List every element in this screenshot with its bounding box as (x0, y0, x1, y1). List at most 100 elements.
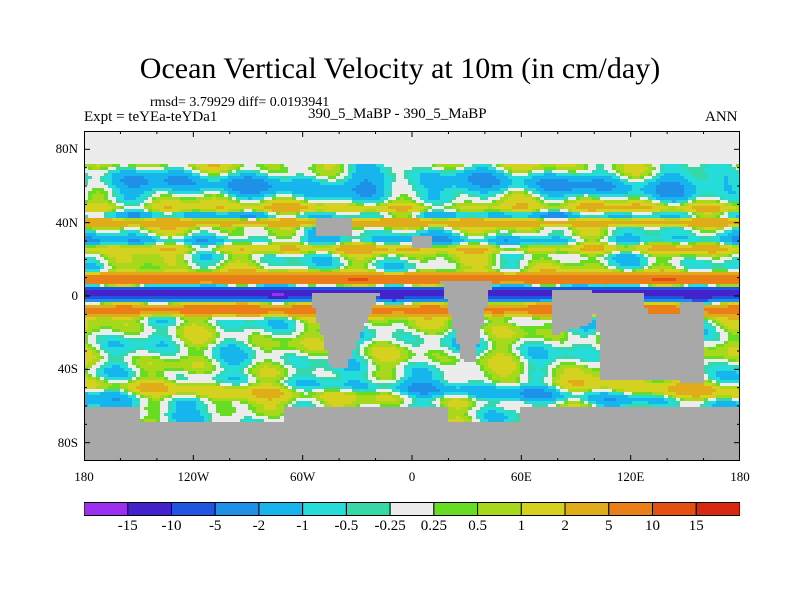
field-cell (460, 146, 465, 150)
field-cell (460, 215, 465, 219)
field-cell (616, 212, 621, 216)
field-cell (536, 197, 541, 201)
field-cell (188, 149, 193, 153)
field-cell (708, 206, 713, 210)
field-cell (124, 176, 129, 180)
field-cell (480, 167, 485, 171)
field-cell (268, 143, 273, 147)
field-cell (656, 134, 661, 138)
field-cell (592, 167, 597, 171)
field-cell (444, 155, 449, 159)
field-cell (208, 188, 213, 192)
field-cell (616, 179, 621, 183)
field-cell (704, 200, 709, 204)
field-cell (440, 170, 445, 174)
field-cell (556, 143, 561, 147)
field-cell (600, 149, 605, 153)
field-cell (640, 209, 645, 213)
field-cell (612, 215, 617, 219)
field-cell (572, 215, 577, 219)
field-cell (488, 206, 493, 210)
field-cell (232, 131, 237, 135)
field-cell (612, 140, 617, 144)
field-cell (168, 155, 173, 159)
field-cell (380, 143, 385, 147)
field-cell (308, 191, 313, 195)
field-cell (568, 191, 573, 195)
field-cell (536, 206, 541, 210)
field-cell (424, 149, 429, 153)
field-cell (400, 197, 405, 201)
field-cell (668, 194, 673, 198)
field-cell (356, 221, 361, 225)
field-cell (276, 173, 281, 177)
field-cell (112, 131, 117, 135)
field-cell (420, 197, 425, 201)
field-cell (508, 218, 513, 222)
field-cell (544, 140, 549, 144)
field-cell (648, 158, 653, 162)
field-cell (696, 206, 701, 210)
field-cell (420, 164, 425, 168)
field-cell (540, 161, 545, 165)
field-cell (476, 215, 481, 219)
field-cell (728, 155, 733, 159)
field-cell (460, 140, 465, 144)
field-cell (320, 215, 325, 219)
field-cell (224, 218, 229, 222)
field-cell (456, 200, 461, 204)
field-cell (544, 161, 549, 165)
field-cell (316, 170, 321, 174)
field-cell (520, 170, 525, 174)
field-cell (688, 215, 693, 219)
field-cell (124, 161, 129, 165)
field-cell (180, 137, 185, 141)
field-cell (180, 158, 185, 162)
field-cell (316, 164, 321, 168)
field-cell (552, 209, 557, 213)
field-cell (124, 170, 129, 174)
field-cell (404, 176, 409, 180)
field-cell (264, 179, 269, 183)
field-cell (600, 203, 605, 207)
field-cell (188, 143, 193, 147)
stats-label: rmsd= 3.79929 diff= 0.0193941 (150, 95, 330, 110)
field-cell (128, 146, 133, 150)
field-cell (472, 137, 477, 141)
field-cell (240, 149, 245, 153)
field-cell (232, 218, 237, 222)
field-cell (672, 200, 677, 204)
field-cell (684, 170, 689, 174)
field-cell (624, 146, 629, 150)
field-cell (504, 146, 509, 150)
field-cell (700, 131, 705, 135)
field-cell (272, 152, 277, 156)
field-cell (628, 218, 633, 222)
field-cell (572, 218, 577, 222)
field-cell (368, 173, 373, 177)
field-cell (716, 188, 721, 192)
field-cell (712, 185, 717, 189)
field-cell (472, 209, 477, 213)
field-cell (508, 176, 513, 180)
field-cell (316, 152, 321, 156)
field-cell (540, 152, 545, 156)
field-cell (616, 143, 621, 147)
field-cell (524, 212, 529, 216)
field-cell (392, 149, 397, 153)
field-cell (280, 215, 285, 219)
field-cell (580, 131, 585, 135)
field-cell (92, 182, 97, 186)
field-cell (484, 179, 489, 183)
field-cell (504, 137, 509, 141)
field-cell (344, 218, 349, 222)
field-cell (132, 146, 137, 150)
field-cell (428, 218, 433, 222)
field-cell (88, 170, 93, 174)
field-cell (320, 197, 325, 201)
field-cell (444, 131, 449, 135)
field-cell (336, 170, 341, 174)
field-cell (540, 182, 545, 186)
field-cell (300, 155, 305, 159)
field-cell (500, 206, 505, 210)
